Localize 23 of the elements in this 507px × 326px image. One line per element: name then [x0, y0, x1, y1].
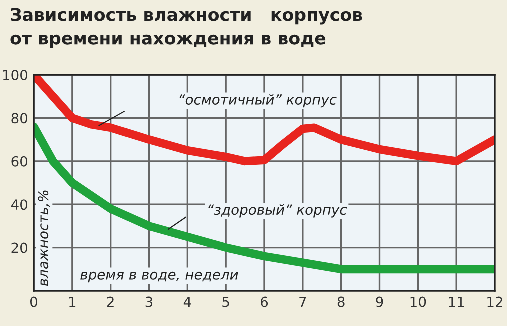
y-tick-label: 60	[12, 156, 28, 167]
x-tick-label: 3	[146, 296, 153, 308]
x-axis-title: время в воде, недели	[80, 272, 238, 283]
y-tick-label: 40	[11, 200, 28, 210]
x-tick-label: 11	[449, 296, 464, 308]
x-tick-label: 9	[376, 296, 384, 308]
chart-title: Зависимость влажности корпусов от времени нахождения в воде	[10, 8, 362, 48]
x-tick-label: 10	[410, 296, 426, 308]
y-tick-label: 100	[3, 70, 28, 80]
series-label: “осмотичный” корпус	[180, 94, 337, 108]
y-axis-title: влажность,%	[38, 190, 50, 286]
x-tick-label: 0	[30, 296, 38, 308]
x-tick-label: 4	[184, 296, 192, 308]
y-tick-label: 20	[12, 242, 28, 254]
y-tick-label: 80	[12, 113, 28, 124]
x-tick-label: 7	[300, 296, 306, 308]
series-label: “здоровый” корпус	[208, 204, 348, 218]
x-tick-label: 5	[222, 296, 230, 308]
x-tick-label: 6	[261, 296, 268, 308]
x-tick-label: 1	[70, 296, 76, 308]
x-tick-label: 2	[107, 296, 114, 308]
x-tick-label: 12	[488, 296, 502, 308]
x-tick-label: 8	[338, 296, 345, 308]
